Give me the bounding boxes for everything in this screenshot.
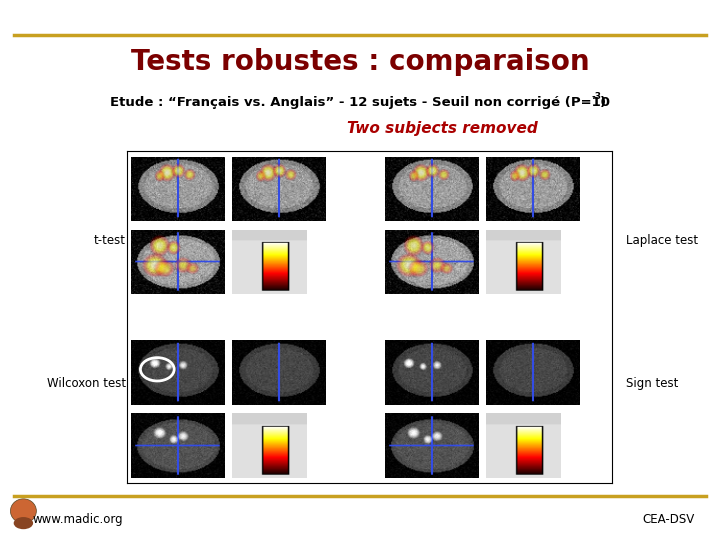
Text: Wilcoxon test: Wilcoxon test (47, 377, 126, 390)
Text: Tests robustes : comparaison: Tests robustes : comparaison (131, 48, 589, 76)
Text: Sign test: Sign test (626, 377, 679, 390)
Text: www.madic.org: www.madic.org (32, 513, 123, 526)
Text: ): ) (600, 96, 606, 109)
Text: Etude : “Français vs. Anglais” - 12 sujets - Seuil non corrigé (P=10: Etude : “Français vs. Anglais” - 12 suje… (110, 96, 610, 109)
Ellipse shape (14, 517, 33, 529)
Text: Two subjects removed: Two subjects removed (348, 121, 538, 136)
Text: -3: -3 (592, 92, 602, 100)
Ellipse shape (10, 499, 36, 523)
Text: t-test: t-test (94, 234, 126, 247)
Text: CEA-DSV: CEA-DSV (642, 513, 695, 526)
Text: Laplace test: Laplace test (626, 234, 698, 247)
